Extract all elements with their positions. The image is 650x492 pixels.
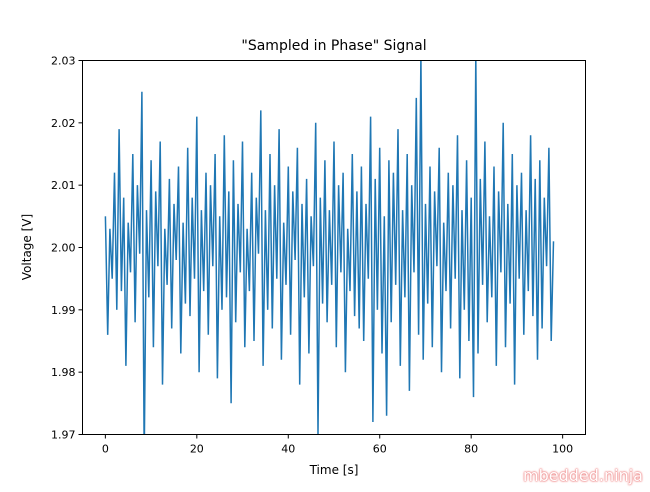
x-tick-label: 80: [464, 443, 478, 456]
x-axis-label: Time [s]: [309, 463, 359, 477]
y-tick-label: 2.02: [51, 117, 76, 130]
chart-title: "Sampled in Phase" Signal: [241, 38, 426, 54]
y-tick-label: 2.03: [51, 55, 76, 68]
y-tick-label: 1.99: [51, 304, 76, 317]
x-tick-label: 20: [190, 443, 204, 456]
y-tick-label: 2.00: [51, 242, 76, 255]
y-tick-label: 1.98: [51, 366, 76, 379]
x-tick-label: 40: [281, 443, 295, 456]
x-tick-label: 100: [552, 443, 573, 456]
y-tick-label: 1.97: [51, 429, 76, 442]
x-tick-label: 60: [373, 443, 387, 456]
x-tick-label: 0: [102, 443, 109, 456]
watermark: mbedded.ninja: [523, 466, 643, 485]
y-tick-label: 2.01: [51, 179, 76, 192]
y-axis-label: Voltage [V]: [20, 214, 34, 280]
series-line: [104, 60, 555, 435]
